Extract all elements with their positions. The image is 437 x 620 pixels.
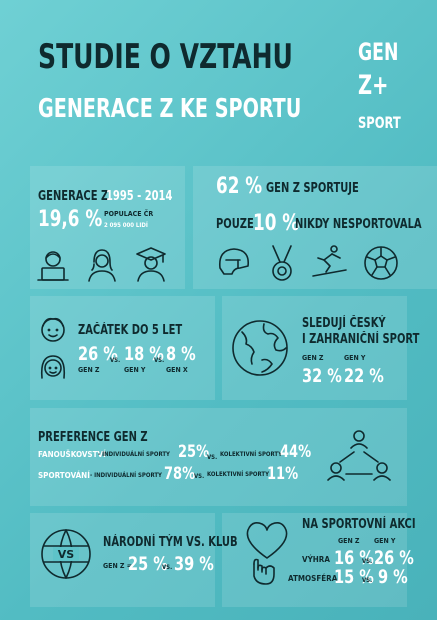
start-vs-1: VS. <box>110 357 121 364</box>
pref-row2-col-value: 11% <box>267 464 299 484</box>
watch-label-z: GEN Z <box>302 354 324 362</box>
event-title: NA SPORTOVNÍ AKCI <box>302 517 416 532</box>
sport-text-1: GEN Z SPORTUJE <box>266 181 359 196</box>
girl-person-icon <box>88 249 116 282</box>
gen-z-label: GENERACE Z <box>38 189 109 204</box>
watch-title-1: SLEDUJÍ ČESKÝ <box>302 316 386 331</box>
national-value-1: 25 % <box>128 553 168 575</box>
sport-value-10: 10 % <box>253 211 300 236</box>
start-title: ZAČÁTEK DO 5 LET <box>78 323 183 338</box>
graduate-icon <box>136 247 166 282</box>
start-value-y: 18 % <box>124 343 164 365</box>
watch-value-z: 32 % <box>302 365 342 387</box>
national-title: NÁRODNÍ TÝM VS. KLUB <box>103 535 238 550</box>
pref-row2-col-label: KOLEKTIVNÍ SPORTY <box>207 471 269 478</box>
pref-row2-ind-value: 78% <box>164 464 196 484</box>
logo-z: Z+ <box>358 70 389 101</box>
event-row2-z: 15 % <box>334 566 374 588</box>
pref-row2-vs: VS. <box>194 473 205 480</box>
preference-title: PREFERENCE GEN Z <box>38 430 148 445</box>
pref-row1-ind-value: 25% <box>178 442 210 462</box>
start-value-z: 26 % <box>78 343 118 365</box>
snowboard-icon <box>312 245 347 277</box>
event-row1-label: VÝHRA <box>302 555 330 564</box>
heart-hand-icon <box>246 522 288 585</box>
pref-row2-ind-label: - INDIVIDUÁLNÍ SPORTY <box>90 472 162 479</box>
event-col-y: GEN Y <box>374 537 396 545</box>
national-value-2: 39 % <box>174 553 214 575</box>
gen-z-percent: 19,6 % <box>38 207 103 232</box>
event-row1-z: 16 % <box>334 547 374 569</box>
title-line2: GENERACE Z KE SPORTU <box>38 94 302 124</box>
football-icon <box>364 246 398 280</box>
pref-row1-vs: VS. <box>207 454 218 461</box>
vs-globe-icon: VS <box>41 529 91 579</box>
panel-preference <box>30 408 407 506</box>
pref-row1-col-label: KOLEKTIVNÍ SPORTY <box>220 451 282 458</box>
network-people-icon <box>327 430 391 481</box>
population-value: 2 095 000 LIDÍ <box>104 222 148 229</box>
gen-z-years: 1995 - 2014 <box>106 189 173 204</box>
event-row2-y: 9 % <box>378 566 408 588</box>
helmet-icon <box>218 248 250 275</box>
logo-gen: GEN <box>358 38 399 66</box>
boy-face-icon <box>41 317 65 342</box>
national-prefix: GEN Z = <box>103 562 132 570</box>
start-label-z: GEN Z <box>78 366 100 374</box>
start-label-y: GEN Y <box>124 366 146 374</box>
pref-row2-label: SPORTOVÁNÍ <box>38 471 90 480</box>
event-col-z: GEN Z <box>338 537 360 545</box>
start-value-x: 8 % <box>166 343 196 365</box>
laptop-person-icon <box>37 251 69 281</box>
panel-start <box>30 296 215 400</box>
event-row2-label: ATMOSFÉRA <box>288 574 338 583</box>
sport-value-62: 62 % <box>216 174 263 199</box>
globe-icon <box>232 320 288 376</box>
event-row1-y: 26 % <box>374 547 414 569</box>
svg-text:VS: VS <box>58 548 75 561</box>
pref-row1-label: FANOUŠKOVSTVÍ <box>38 450 106 459</box>
medal-icon <box>272 245 292 281</box>
watch-title-2: I ZAHRANIČNÍ SPORT <box>302 332 420 347</box>
start-vs-2: VS. <box>154 357 165 364</box>
event-row1-vs: VS. <box>362 558 373 565</box>
panel-event <box>222 513 407 607</box>
event-row2-vs: VS. <box>362 577 373 584</box>
pref-row1-col-value: 44% <box>280 442 312 462</box>
girl-face-icon <box>40 355 66 379</box>
start-label-x: GEN X <box>166 366 188 374</box>
logo-sport: SPORT <box>358 113 401 132</box>
sport-prefix: POUZE <box>216 217 254 232</box>
population-label: POPULACE ČR <box>104 210 154 218</box>
national-vs: VS. <box>162 564 173 571</box>
sport-text-2: NIKDY NESPORTOVALA <box>295 217 422 232</box>
title-line1: STUDIE O VZTAHU <box>38 37 293 77</box>
watch-label-y: GEN Y <box>344 354 366 362</box>
watch-value-y: 22 % <box>344 365 384 387</box>
pref-row1-ind-label: - INDIVIDUÁLNÍ SPORTY <box>98 451 170 458</box>
